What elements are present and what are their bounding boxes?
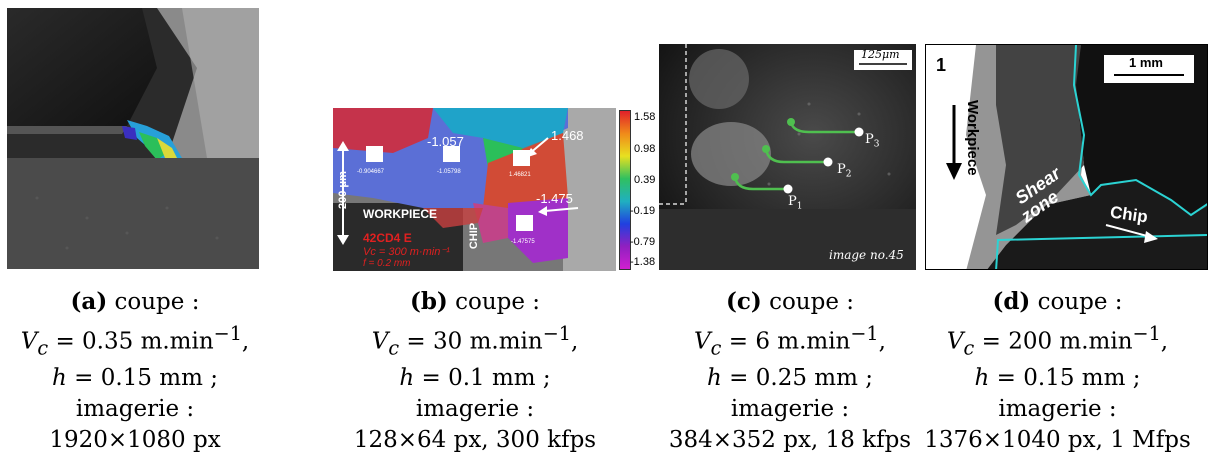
panel-d: 1 1 mm Workpiece Shear zone Chip (d) cou…	[924, 0, 1210, 464]
panel-a-image	[7, 8, 259, 269]
colorbar-tick: 0.98	[634, 143, 656, 155]
panel-b: -1.057 1.468 -1.475 -0.904667 -1.05798 1…	[300, 0, 665, 464]
scale-bar-label: 1 mm	[1129, 55, 1163, 70]
caption-a: (a) coupe : Vc = 0.35 m.min−1, h = 0.15 …	[20, 288, 250, 454]
panel-a: (a) coupe : Vc = 0.35 m.min−1, h = 0.15 …	[0, 0, 270, 464]
small-value: -1.05798	[437, 169, 461, 175]
value-label: -1.475	[536, 191, 573, 206]
image-number: image no.45	[829, 248, 904, 262]
colorbar-tick: 0.39	[634, 174, 656, 186]
material-label: 42CD4 E	[363, 231, 412, 245]
scale-bar-label: 125μm	[861, 48, 900, 61]
workpiece-label: Workpiece	[964, 100, 981, 176]
small-value: -0.904667	[357, 169, 385, 175]
colorbar-tick: -0.79	[630, 236, 656, 248]
caption-d: (d) coupe : Vc = 200 m.min−1, h = 0.15 m…	[924, 288, 1191, 454]
chip-label: CHIP	[468, 222, 481, 250]
panel-c-image: 125μm P3 P2 P1 image no.45	[659, 44, 916, 270]
point-label: P2	[837, 162, 852, 180]
colorbar-tick: 1.58	[634, 111, 656, 123]
value-label: 1.468	[551, 128, 584, 143]
caption-label: (b)	[409, 288, 448, 315]
caption-b: (b) coupe : Vc = 30 m.min−1, h = 0.1 mm …	[353, 288, 597, 454]
f-label: f = 0.2 mm	[363, 258, 411, 269]
workpiece-label: WORKPIECE	[363, 207, 438, 221]
small-value: 1.46821	[509, 172, 531, 178]
point-label: P1	[788, 194, 803, 212]
colorbar-tick: -0.19	[630, 205, 656, 217]
panel-d-image: 1 1 mm Workpiece Shear zone Chip	[925, 44, 1208, 270]
colorbar-tick: -1.38	[630, 256, 656, 268]
small-value: -1.47575	[511, 239, 535, 245]
colorbar	[619, 110, 631, 270]
caption-label: (c)	[725, 288, 762, 315]
vc-label: Vc = 300 m·min⁻¹	[363, 246, 450, 258]
point-label: P3	[865, 132, 880, 150]
panel-index: 1	[936, 55, 947, 75]
caption-label: (d)	[992, 288, 1031, 315]
value-label: -1.057	[427, 134, 464, 149]
panel-b-image: -1.057 1.468 -1.475 -0.904667 -1.05798 1…	[333, 108, 616, 271]
caption-label: (a)	[70, 288, 108, 315]
scale-bar-label: 200 μm	[337, 171, 349, 209]
caption-c: (c) coupe : Vc = 6 m.min−1, h = 0.25 mm …	[668, 288, 912, 454]
panel-c: 125μm P3 P2 P1 image no.45 (c) coupe : V…	[655, 0, 925, 464]
